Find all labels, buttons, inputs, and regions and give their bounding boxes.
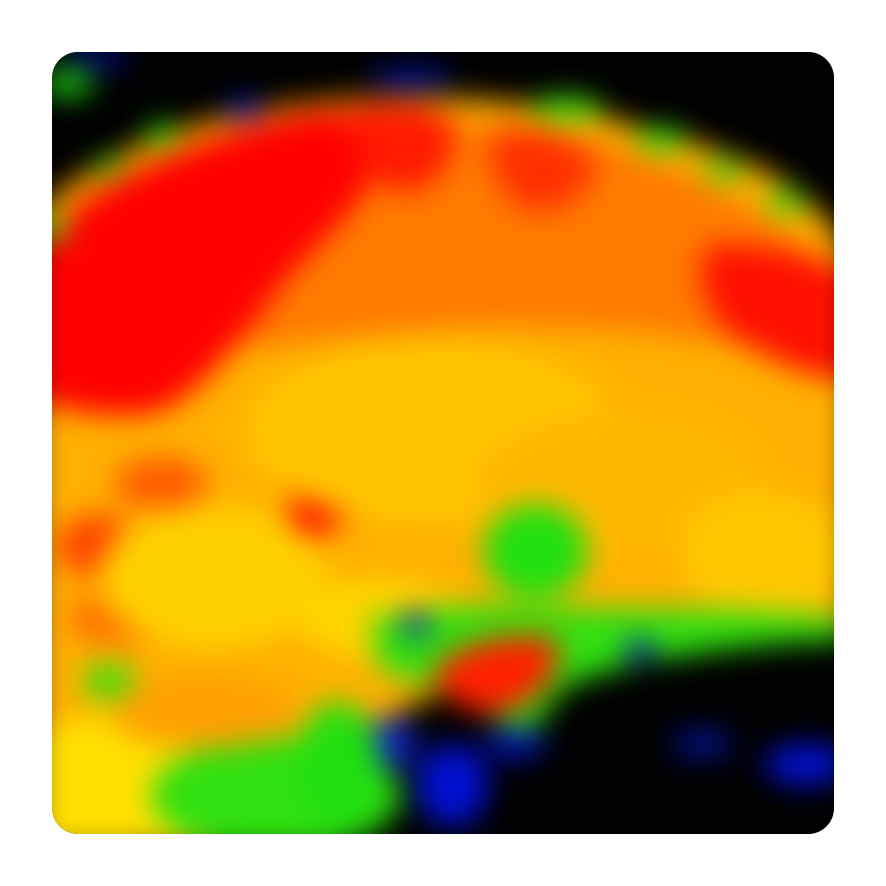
pseudocolor-scan-image — [52, 52, 834, 834]
scan-image-frame — [52, 52, 834, 834]
